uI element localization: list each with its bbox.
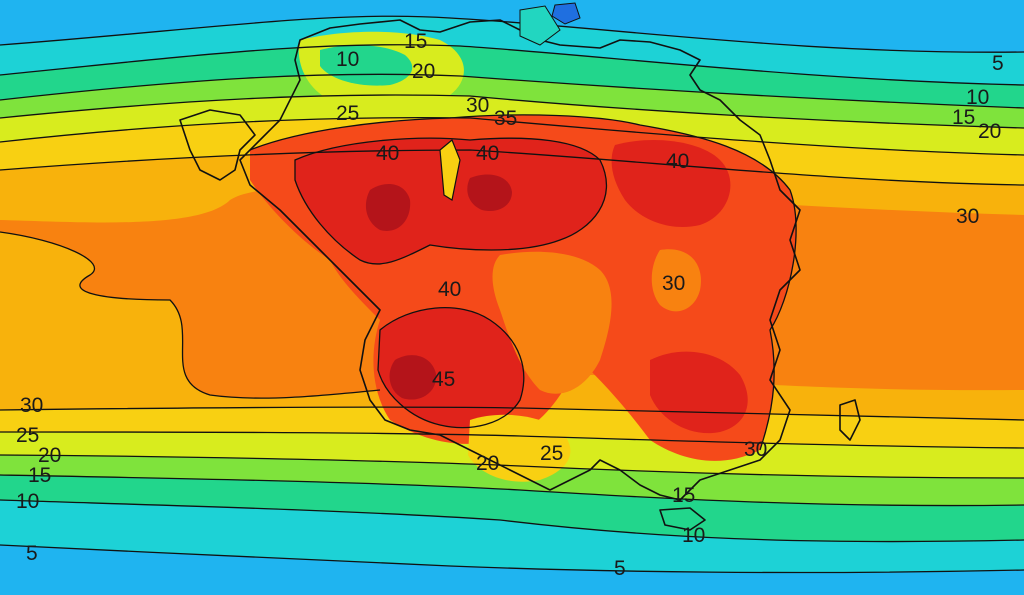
label-bottom-5: 5 <box>614 557 626 580</box>
line-35-ring <box>0 231 381 399</box>
line-north-30 <box>0 149 1024 186</box>
label-north-40-mid: 40 <box>476 142 499 165</box>
line-north-15 <box>0 73 1024 109</box>
label-west-5: 5 <box>26 542 38 565</box>
label-southeast-10: 10 <box>682 524 705 547</box>
contour-labels: 10 15 20 25 30 35 40 40 40 5 10 15 20 30… <box>16 30 1004 580</box>
label-west-15: 15 <box>28 464 51 487</box>
line-north-25 <box>0 116 1024 156</box>
label-west-25: 25 <box>16 424 39 447</box>
line-north-5 <box>0 15 1024 53</box>
inland-sea-north <box>519 5 561 46</box>
label-north-40-west: 40 <box>376 142 399 165</box>
western-peninsula-coastline <box>179 109 256 181</box>
zone-50-west <box>365 184 411 231</box>
interior-orange-east <box>651 249 701 312</box>
zone-north-green <box>320 45 413 86</box>
label-north-30: 30 <box>466 94 489 117</box>
line-south-25 <box>0 431 1024 449</box>
zone-50-center <box>467 174 512 212</box>
label-north-35: 35 <box>494 107 517 130</box>
supercontinent-coastline <box>239 19 801 501</box>
label-southeast-15: 15 <box>672 484 695 507</box>
zone-45-east <box>611 140 731 228</box>
label-west-10: 10 <box>16 490 39 513</box>
line-south-5 <box>0 544 1024 574</box>
label-west-20: 20 <box>38 444 61 467</box>
line-40-ring <box>249 114 797 451</box>
label-east-15: 15 <box>952 106 975 129</box>
line-north-20 <box>0 94 1024 129</box>
interior-orange <box>492 251 612 394</box>
label-center-30: 30 <box>662 272 685 295</box>
label-north-40-east: 40 <box>666 150 689 173</box>
label-north-25: 25 <box>336 102 359 125</box>
line-north-10 <box>0 44 1024 86</box>
label-north-20: 20 <box>412 60 435 83</box>
line-45-north <box>294 137 607 265</box>
line-south-15 <box>0 474 1024 507</box>
zone-50-south <box>389 355 437 400</box>
label-north-15: 15 <box>404 30 427 53</box>
label-south-45: 45 <box>432 368 455 391</box>
label-east-10: 10 <box>966 86 989 109</box>
southern-island-coastline <box>659 507 706 531</box>
line-south-20 <box>0 454 1024 479</box>
label-east-20: 20 <box>978 120 1001 143</box>
label-west-30: 30 <box>20 394 43 417</box>
eastern-island-coastline <box>839 399 861 441</box>
line-south-10 <box>0 499 1024 543</box>
label-east-5: 5 <box>992 52 1004 75</box>
rift-valley <box>439 139 461 201</box>
label-center-40: 40 <box>438 278 461 301</box>
label-north-10: 10 <box>336 48 359 71</box>
label-east-30: 30 <box>956 205 979 228</box>
zone-45-north <box>295 138 607 265</box>
label-southeast-30: 30 <box>744 438 767 461</box>
contour-lines <box>0 15 1024 574</box>
label-south-20: 20 <box>476 452 499 475</box>
polar-sea <box>551 2 581 25</box>
label-south-25: 25 <box>540 442 563 465</box>
line-45-south <box>377 307 525 429</box>
line-south-30 <box>0 406 1024 421</box>
